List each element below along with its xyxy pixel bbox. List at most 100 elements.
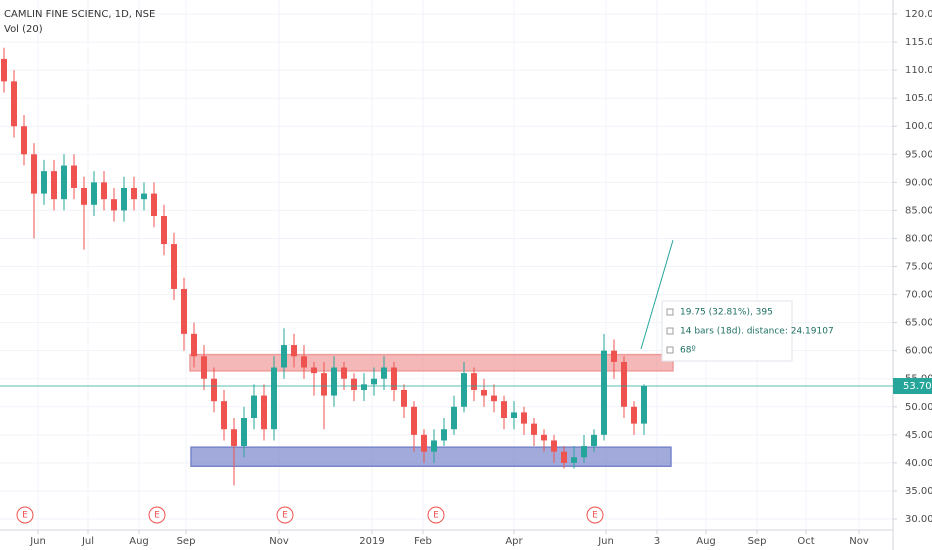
- earnings-marker: [148, 506, 166, 524]
- candle-body: [351, 378, 357, 390]
- x-tick-label: Jul: [81, 536, 94, 547]
- candle-body: [321, 373, 327, 396]
- y-tick-label: 45.00: [905, 430, 932, 441]
- y-tick-label: 110.00: [905, 65, 932, 76]
- candle-body: [281, 345, 287, 368]
- candle-body: [621, 361, 627, 407]
- x-tick-label: Nov: [849, 536, 869, 547]
- candle-body: [111, 199, 117, 211]
- y-tick-label: 35.00: [905, 486, 932, 497]
- candle-body: [261, 395, 267, 430]
- chart-title: CAMLIN FINE SCIENC, 1D, NSE: [4, 9, 155, 20]
- earnings-label: E: [592, 511, 598, 521]
- candle-body: [471, 373, 477, 390]
- earnings-marker: [276, 506, 294, 524]
- candle-body: [441, 429, 447, 441]
- x-tick-label: Oct: [797, 536, 814, 547]
- candle-body: [141, 193, 147, 200]
- candle-body: [431, 440, 437, 452]
- earnings-label: E: [433, 511, 439, 521]
- marks: [1, 47, 674, 486]
- candle-body: [451, 406, 457, 430]
- candle-body: [521, 412, 527, 424]
- measure-icon: [666, 327, 674, 335]
- y-tick-label: 115.00: [905, 37, 932, 48]
- candle-body: [81, 187, 87, 205]
- candle-body: [461, 373, 467, 407]
- grid: [0, 0, 893, 530]
- candle-body: [411, 406, 417, 435]
- candle-body: [21, 126, 27, 155]
- candle-body: [581, 446, 587, 458]
- x-tick-label: Feb: [414, 536, 432, 547]
- y-tick-label: 80.00: [905, 233, 932, 244]
- last-price-box: [893, 378, 932, 395]
- candle-body: [61, 165, 67, 200]
- candle-body: [481, 389, 487, 396]
- candle-body: [531, 423, 537, 435]
- candle-body: [71, 165, 77, 188]
- candle-body: [591, 434, 597, 447]
- y-tick-label: 70.00: [905, 290, 932, 301]
- candle-body: [361, 384, 367, 390]
- candle-body: [391, 367, 397, 390]
- candle-body: [511, 412, 517, 419]
- earnings-label: E: [154, 511, 160, 521]
- y-tick-label: 105.00: [905, 93, 932, 104]
- candle-body: [191, 333, 197, 357]
- candle-body: [171, 244, 177, 289]
- candle-body: [611, 350, 617, 362]
- candle-body: [641, 386, 647, 424]
- candle-body: [1, 58, 7, 82]
- y-tick-label: 75.00: [905, 262, 932, 273]
- x-tick-label: 3: [654, 536, 660, 547]
- earnings-marker: [16, 506, 34, 524]
- candle-body: [151, 193, 157, 217]
- candle-body: [601, 350, 607, 435]
- candle-body: [561, 451, 567, 463]
- candle-body: [221, 401, 227, 430]
- y-tick-label: 60.00: [905, 346, 932, 357]
- x-tick-label: 2019: [359, 536, 384, 547]
- zone: [189, 353, 674, 372]
- earnings-label: E: [22, 511, 28, 521]
- candle-body: [301, 356, 307, 368]
- x-tick-label: Sep: [177, 536, 196, 547]
- y-tick-label: 100.00: [905, 121, 932, 132]
- x-tick-label: Apr: [505, 536, 523, 547]
- x-tick-label: Aug: [129, 536, 149, 547]
- candle-body: [501, 401, 507, 419]
- y-tick-label: 30.00: [905, 514, 932, 525]
- trend-line: [640, 240, 674, 350]
- candle-body: [631, 406, 637, 424]
- candle-body: [41, 171, 47, 194]
- candle-body: [51, 171, 57, 200]
- candle-body: [201, 356, 207, 379]
- y-tick-label: 65.00: [905, 318, 932, 329]
- candle-body: [381, 367, 387, 379]
- x-tick-label: Jun: [29, 536, 46, 547]
- y-tick-label: 40.00: [905, 458, 932, 469]
- x-tick-label: Sep: [748, 536, 767, 547]
- x-tick-label: Aug: [696, 536, 716, 547]
- measure-text: 19.75 (32.81%), 395: [680, 308, 773, 318]
- y-tick-label: 50.00: [905, 402, 932, 413]
- candle-body: [131, 187, 137, 200]
- earnings-label: E: [282, 511, 288, 521]
- candle-body: [311, 367, 317, 374]
- candle-body: [101, 182, 107, 200]
- x-tick-label: Jun: [597, 536, 614, 547]
- candle-body: [401, 389, 407, 407]
- candle-body: [121, 187, 127, 211]
- candle-body: [251, 395, 257, 419]
- candle-body: [31, 154, 37, 194]
- candle-body: [571, 457, 577, 463]
- candle-body: [291, 345, 297, 357]
- measure-text: 14 bars (18d). distance: 24.19107: [680, 327, 834, 337]
- x-tick-label: Nov: [269, 536, 289, 547]
- measure-box: [661, 300, 793, 362]
- candle-body: [11, 81, 17, 127]
- y-tick-label: 90.00: [905, 177, 932, 188]
